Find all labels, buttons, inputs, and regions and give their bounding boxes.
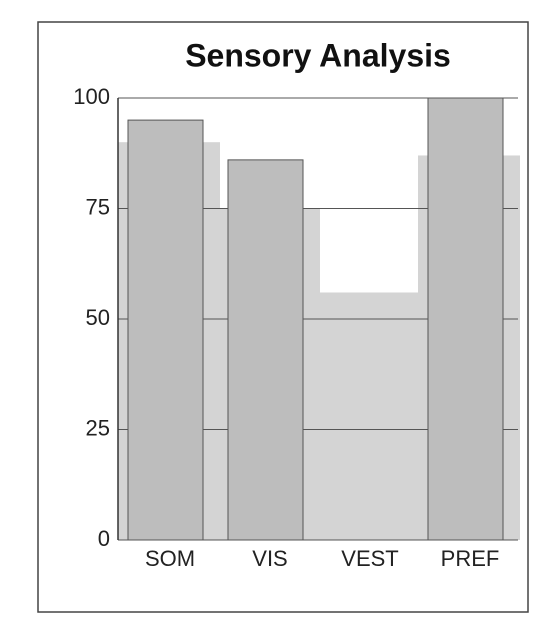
x-tick-label: SOM bbox=[145, 546, 195, 571]
x-tick-label: PREF bbox=[441, 546, 500, 571]
bar bbox=[318, 292, 420, 540]
frame bbox=[37, 21, 529, 613]
y-tick-label: 50 bbox=[86, 305, 110, 330]
y-tick-label: 25 bbox=[86, 415, 110, 440]
y-tick-label: 0 bbox=[98, 526, 110, 551]
bar bbox=[227, 159, 304, 541]
bar bbox=[127, 119, 204, 541]
x-tick-label: VEST bbox=[341, 546, 398, 571]
bar bbox=[427, 97, 504, 541]
chart-title: Sensory Analysis bbox=[185, 37, 451, 73]
x-tick-label: VIS bbox=[252, 546, 287, 571]
y-tick-label: 75 bbox=[86, 194, 110, 219]
y-tick-label: 100 bbox=[73, 84, 110, 109]
